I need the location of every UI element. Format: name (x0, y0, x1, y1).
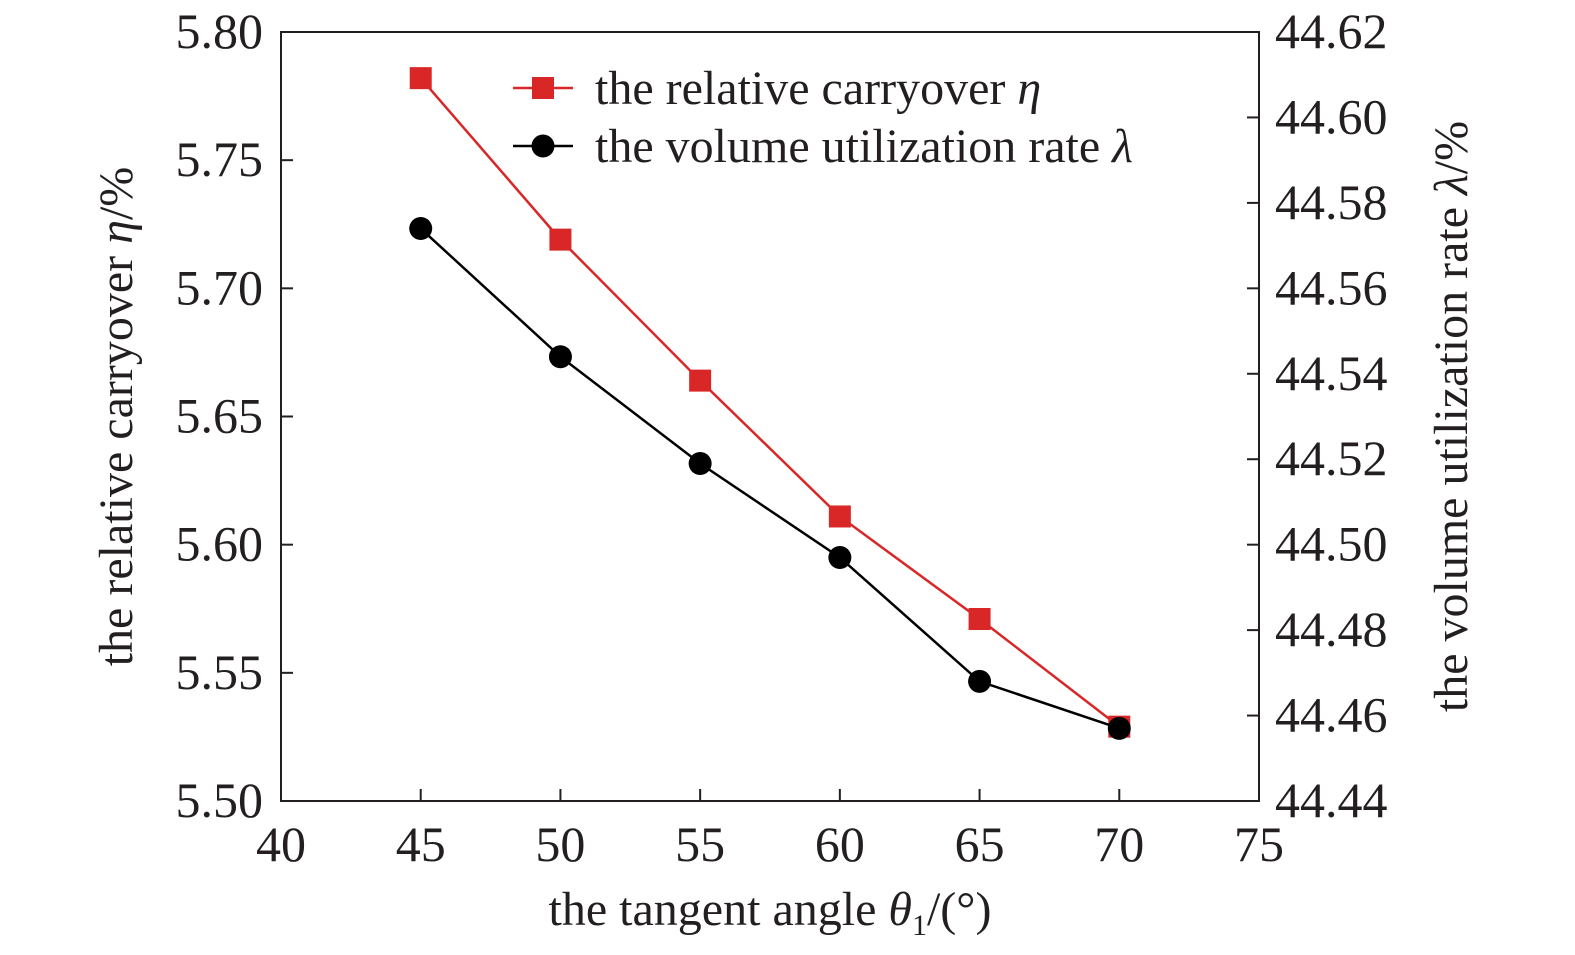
x-tick-label: 75 (1234, 816, 1284, 872)
x-tick-label: 55 (675, 816, 725, 872)
series-2-point (968, 669, 992, 693)
x-axis-title-unit: /(°) (927, 883, 992, 936)
series-2-point (409, 217, 433, 241)
x-axis-title-subscript: 1 (912, 909, 927, 942)
series-1-point (409, 67, 432, 90)
x-tick-label: 60 (815, 816, 865, 872)
right-y-tick-label: 44.56 (1275, 259, 1388, 315)
right-y-tick-label: 44.50 (1275, 516, 1388, 572)
right-y-tick-label: 44.54 (1275, 345, 1388, 401)
plot-frame (280, 31, 1260, 802)
series-1-point (828, 505, 851, 528)
right-y-tick-label: 44.60 (1275, 88, 1388, 144)
left-y-tick-label: 5.65 (176, 388, 264, 444)
series-1-line (419, 77, 1121, 728)
x-tick-label: 45 (396, 816, 446, 872)
series-2-point (548, 345, 572, 369)
legend-label-text: the relative carryover (595, 62, 1017, 115)
series-2-point (1107, 716, 1131, 740)
left-y-tick-label: 5.50 (176, 772, 264, 828)
left-axis-title-symbol: η (90, 220, 143, 244)
right-axis-title: the volume utilization rate λ/% (1425, 121, 1478, 712)
legend-marker (532, 77, 554, 99)
right-y-tick-label: 44.46 (1275, 687, 1388, 743)
x-tick-label: 70 (1094, 816, 1144, 872)
right-axis-title-symbol: λ (1425, 174, 1478, 197)
right-axis-title-unit: /% (1425, 121, 1478, 174)
legend-label: the relative carryover η (595, 62, 1041, 115)
left-y-tick-label: 5.75 (176, 131, 264, 187)
series-1-point (968, 608, 991, 631)
x-tick-label: 40 (256, 816, 306, 872)
series-2-point (828, 545, 852, 569)
legend-item-1: the relative carryover η (513, 62, 1041, 115)
x-axis-title-text: the tangent angle (549, 883, 889, 936)
series-2-point (688, 451, 712, 475)
legend-item-2: the volume utilization rate λ (513, 120, 1133, 173)
x-axis-title: the tangent angle θ1/(°) (549, 883, 992, 942)
left-axis-title: the relative carryover η/% (90, 167, 143, 667)
right-y-tick-label: 44.44 (1275, 772, 1388, 828)
right-axis-title-text: the volume utilization rate (1425, 195, 1478, 712)
series-2-line (419, 227, 1120, 730)
series-layer (409, 67, 1131, 740)
left-axis-title-text: the relative carryover (90, 244, 143, 666)
left-y-tick-label: 5.80 (176, 3, 264, 59)
right-y-tick-label: 44.62 (1275, 3, 1388, 59)
series-1-point (549, 228, 572, 251)
series-2 (409, 217, 1131, 740)
x-tick-label: 65 (955, 816, 1005, 872)
left-axis-title-unit: /% (90, 167, 143, 220)
right-y-tick-label: 44.58 (1275, 174, 1388, 230)
legend-marker (531, 134, 555, 158)
labels-layer: 40 45 50 55 60 65 70 75 5.50 5.55 5.60 5.65 5.70 5.75… (90, 3, 1478, 942)
left-y-tick-label: 5.70 (176, 259, 264, 315)
legend-label: the volume utilization rate λ (595, 120, 1133, 173)
left-y-tick-label: 5.60 (176, 516, 264, 572)
right-y-tick-label: 44.52 (1275, 430, 1388, 486)
x-tick-label: 50 (535, 816, 585, 872)
legend-label-symbol: λ (1110, 120, 1133, 173)
left-y-tick-label: 5.55 (176, 644, 264, 700)
legend-label-symbol: η (1017, 62, 1041, 115)
legend-label-text: the volume utilization rate (595, 120, 1112, 173)
series-1-point (689, 369, 712, 392)
x-axis-title-symbol: θ (888, 883, 912, 936)
right-y-tick-label: 44.48 (1275, 601, 1388, 657)
